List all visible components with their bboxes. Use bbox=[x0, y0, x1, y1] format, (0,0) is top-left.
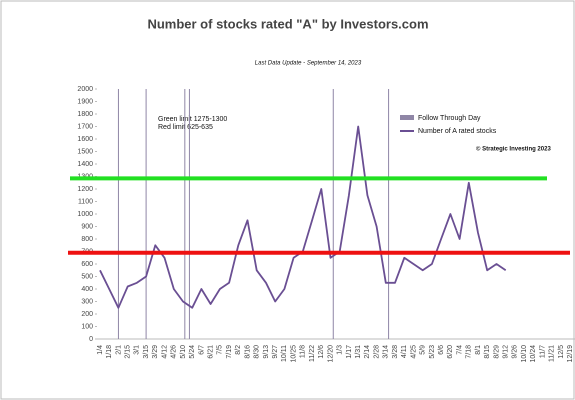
x-tick-label: 10/10 bbox=[521, 345, 528, 363]
y-tick-label: 1600 bbox=[77, 136, 93, 143]
y-tick-label: 200 bbox=[81, 311, 93, 318]
x-tick-label: 7/19 bbox=[226, 345, 233, 359]
x-tick-label: 9/13 bbox=[263, 345, 270, 359]
x-tick-label: 1/18 bbox=[106, 345, 113, 359]
x-tick-label: 8/16 bbox=[244, 345, 251, 359]
x-tick-label: 6/20 bbox=[447, 345, 454, 359]
x-tick-label: 4/11 bbox=[401, 345, 408, 358]
x-tick-label: 2/28 bbox=[373, 345, 380, 359]
y-tick-label: 1000 bbox=[77, 211, 93, 218]
x-tick-label: 1/4 bbox=[97, 345, 104, 355]
x-tick-label: 10/25 bbox=[290, 345, 297, 363]
y-tick-label: 1800 bbox=[77, 111, 93, 118]
legend-label: Follow Through Day bbox=[418, 115, 481, 122]
x-tick-label: 8/29 bbox=[493, 345, 500, 359]
y-tick-label: 1900 bbox=[77, 98, 93, 105]
x-tick-label: 8/15 bbox=[484, 345, 491, 359]
x-tick-label: 12/6 bbox=[318, 345, 325, 359]
x-tick-label: 12/20 bbox=[327, 345, 334, 363]
x-tick-label: 5/9 bbox=[420, 345, 427, 355]
chart-title: Number of stocks rated "A" by Investors.… bbox=[147, 16, 428, 31]
x-tick-label: 3/29 bbox=[152, 345, 159, 359]
x-tick-label: 7/18 bbox=[466, 345, 473, 359]
y-tick-label: 1400 bbox=[77, 161, 93, 168]
x-tick-label: 12/19 bbox=[567, 345, 574, 363]
x-tick-label: 10/24 bbox=[530, 345, 537, 363]
x-tick-label: 7/5 bbox=[217, 345, 224, 355]
x-tick-label: 8/2 bbox=[235, 345, 242, 355]
legend-swatch bbox=[400, 115, 414, 120]
y-tick-label: 500 bbox=[81, 273, 93, 280]
y-tick-label: 1500 bbox=[77, 148, 93, 155]
x-tick-label: 1/31 bbox=[355, 345, 362, 359]
x-tick-label: 3/28 bbox=[392, 345, 399, 359]
x-tick-label: 5/10 bbox=[180, 345, 187, 359]
x-tick-label: 5/24 bbox=[189, 345, 196, 359]
y-tick-label: 1100 bbox=[78, 198, 93, 205]
annotation: Green limit 1275-1300 bbox=[158, 116, 227, 123]
x-tick-label: 12/5 bbox=[558, 345, 565, 359]
x-tick-label: 11/8 bbox=[300, 345, 307, 358]
y-tick-label: 1200 bbox=[77, 186, 93, 193]
x-tick-label: 7/4 bbox=[456, 345, 463, 355]
annotation: Red limit 625-635 bbox=[158, 124, 213, 131]
x-tick-label: 4/25 bbox=[410, 345, 417, 359]
x-tick-label: 6/6 bbox=[438, 345, 445, 355]
x-tick-label: 9/27 bbox=[272, 345, 279, 359]
y-tick-label: 1700 bbox=[77, 123, 93, 130]
x-tick-label: 2/1 bbox=[115, 345, 122, 355]
y-tick-label: 100 bbox=[81, 323, 93, 330]
y-tick-label: 800 bbox=[81, 236, 93, 243]
x-tick-label: 6/7 bbox=[198, 345, 205, 355]
x-tick-label: 11/21 bbox=[549, 345, 556, 362]
chart-subtitle: Last Data Update - September 14, 2023 bbox=[255, 61, 362, 67]
y-tick-label: 0 bbox=[89, 336, 93, 343]
x-tick-label: 2/14 bbox=[364, 345, 371, 359]
y-tick-label: 400 bbox=[81, 286, 93, 293]
x-tick-label: 6/21 bbox=[207, 345, 214, 359]
x-tick-label: 9/26 bbox=[512, 345, 519, 359]
y-tick-label: 2000 bbox=[77, 86, 93, 93]
x-tick-label: 11/7 bbox=[539, 345, 546, 358]
x-tick-label: 3/1 bbox=[134, 345, 141, 355]
legend-label: Number of A rated stocks bbox=[418, 128, 497, 135]
x-tick-label: 8/30 bbox=[254, 345, 261, 359]
y-tick-label: 900 bbox=[81, 223, 93, 230]
annotation: © Strategic Investing 2023 bbox=[476, 146, 551, 153]
x-tick-label: 9/12 bbox=[503, 345, 510, 359]
x-tick-label: 2/15 bbox=[125, 345, 132, 359]
y-tick-label: 300 bbox=[81, 298, 93, 305]
y-tick-label: 600 bbox=[81, 261, 93, 268]
x-tick-label: 8/1 bbox=[475, 345, 482, 355]
x-tick-label: 1/3 bbox=[337, 345, 344, 355]
x-tick-label: 11/22 bbox=[309, 345, 316, 362]
x-tick-label: 1/17 bbox=[346, 345, 353, 359]
x-tick-label: 4/26 bbox=[171, 345, 178, 359]
x-tick-label: 3/15 bbox=[143, 345, 150, 359]
x-tick-label: 4/12 bbox=[161, 345, 168, 359]
x-tick-label: 10/11 bbox=[281, 345, 288, 362]
x-tick-label: 3/14 bbox=[383, 345, 390, 359]
x-tick-label: 5/23 bbox=[429, 345, 436, 359]
